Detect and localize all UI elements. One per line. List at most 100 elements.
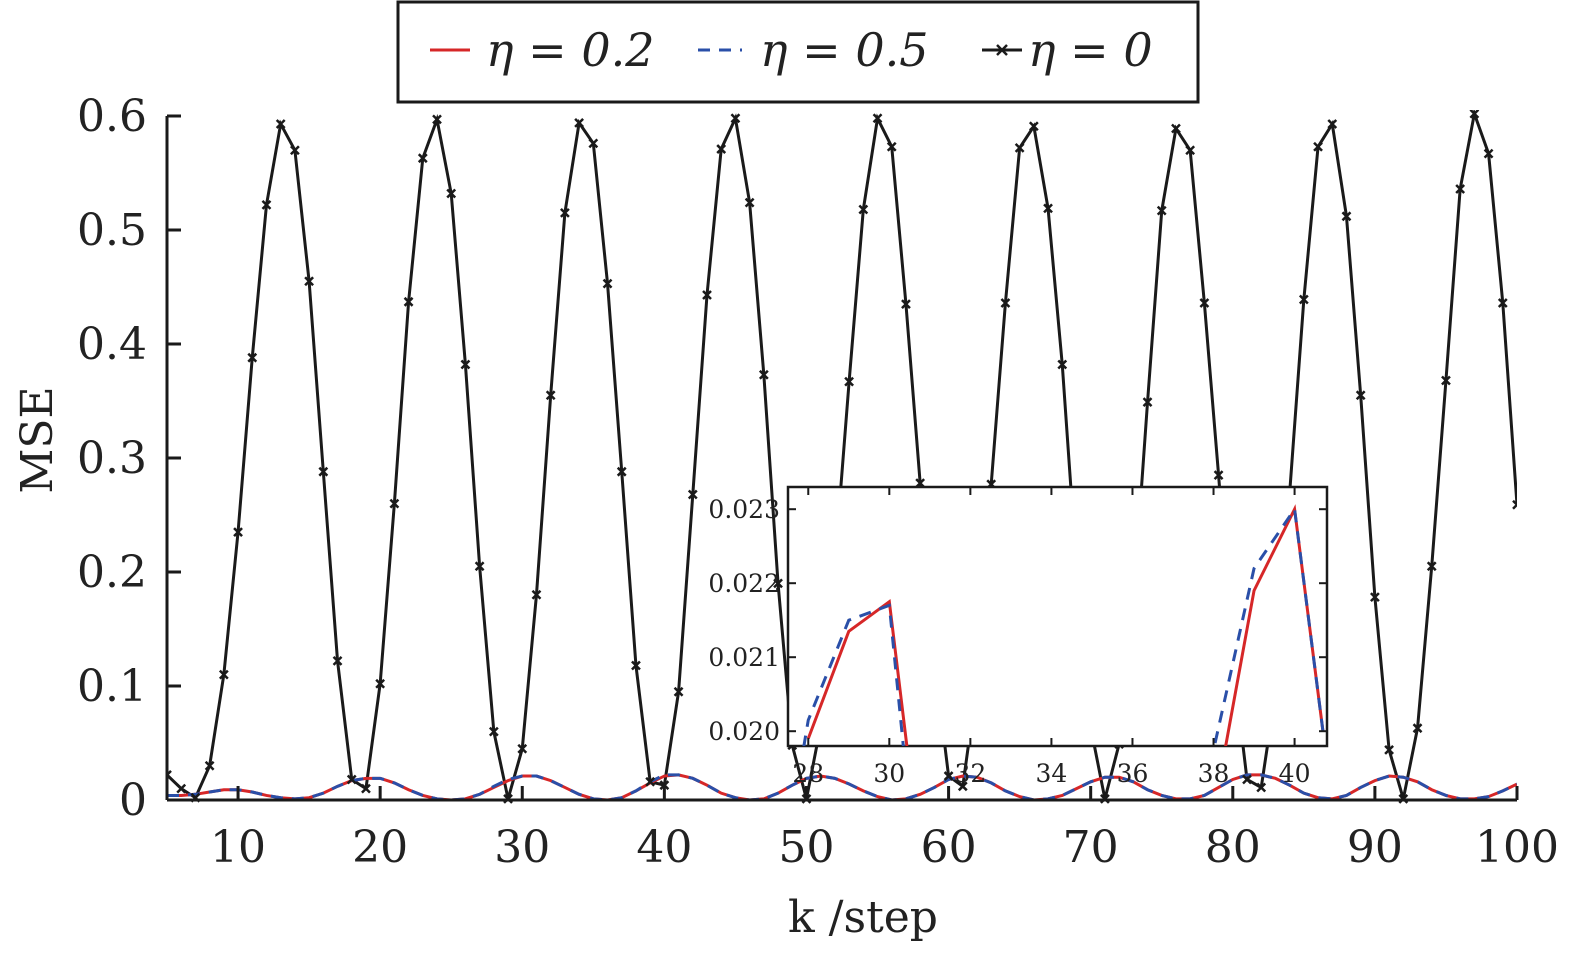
x-tick-label: 90 — [1347, 822, 1403, 873]
point-eta-0 — [886, 141, 897, 152]
x-tick-label: 20 — [352, 822, 408, 873]
point-eta-0 — [560, 208, 570, 218]
y-axis-label: MSE — [12, 386, 63, 493]
point-eta-0 — [261, 200, 272, 210]
series-line-eta-0 — [167, 110, 1517, 800]
y-tick-label: 0.5 — [77, 205, 147, 256]
x-tick-label: 30 — [494, 822, 550, 873]
point-eta-0 — [1483, 148, 1494, 159]
point-eta-0 — [545, 390, 556, 401]
y-tick-label: 0 — [119, 775, 147, 826]
main-axes: 0 0.1 0.2 0.3 0.4 0.5 0.6 10 20 30 40 50 60 70 80 90 100 — [77, 91, 1559, 873]
point-eta-0 — [915, 478, 926, 488]
y-tick-label: 0.2 — [77, 547, 147, 598]
series-line-eta-0-2 — [167, 773, 1517, 802]
x-axis-label: k /step — [788, 892, 938, 943]
point-eta-0 — [1426, 561, 1437, 572]
inset-line-eta-0-2 — [806, 504, 1325, 746]
point-eta-0 — [773, 578, 783, 589]
point-eta-0 — [1327, 119, 1338, 129]
point-eta-0 — [1014, 143, 1025, 153]
inset-frame — [786, 485, 1329, 748]
point-eta-0 — [872, 113, 883, 124]
point-eta-0 — [247, 352, 258, 363]
point-eta-0 — [588, 138, 599, 149]
x-tick-label: 80 — [1205, 822, 1261, 873]
point-eta-0 — [1455, 184, 1466, 194]
point-eta-0 — [602, 278, 613, 289]
point-eta-0 — [858, 204, 869, 215]
point-eta-0 — [1341, 211, 1352, 222]
point-eta-0 — [687, 489, 698, 500]
point-eta-0 — [1057, 359, 1068, 370]
point-eta-0 — [318, 466, 329, 477]
point-eta-0 — [1142, 397, 1153, 408]
point-eta-0 — [1370, 592, 1380, 602]
inset-y-tick-label: 0.023 — [708, 495, 780, 524]
point-eta-0 — [957, 781, 968, 792]
point-eta-0 — [716, 144, 727, 154]
inset-y-tick-label: 0.022 — [708, 569, 780, 598]
inset-x-tick-label: 36 — [1117, 759, 1149, 788]
legend-label-eta-0-2: η = 0.2 — [486, 23, 655, 77]
point-eta-0 — [403, 296, 414, 307]
point-eta-0 — [744, 197, 755, 208]
point-eta-0 — [304, 276, 314, 287]
inset-x-tick-label: 28 — [792, 759, 824, 788]
inset-x-tick-label: 30 — [873, 759, 905, 788]
point-eta-0 — [176, 783, 187, 794]
point-eta-0 — [1512, 499, 1517, 510]
point-eta-0 — [332, 656, 343, 666]
point-eta-0 — [1313, 141, 1323, 152]
point-eta-0 — [702, 290, 712, 300]
inset-x-tick-label: 40 — [1279, 759, 1311, 788]
legend-box — [396, 0, 1200, 104]
point-eta-0 — [1242, 774, 1252, 785]
point-eta-0 — [1028, 121, 1039, 132]
legend: η = 0.2 η = 0.5 η = 0 — [396, 0, 1200, 104]
point-eta-0 — [432, 114, 442, 125]
point-eta-0 — [1043, 203, 1053, 214]
point-eta-0 — [290, 145, 300, 156]
point-eta-0 — [1185, 145, 1196, 156]
point-eta-0 — [389, 498, 400, 509]
y-tick-label: 0.3 — [77, 433, 147, 484]
point-eta-0 — [616, 466, 627, 477]
point-eta-0 — [1171, 123, 1181, 134]
point-eta-0 — [375, 678, 386, 689]
point-eta-0 — [275, 119, 286, 129]
point-eta-0 — [631, 660, 641, 671]
point-eta-0 — [730, 113, 741, 124]
point-eta-0 — [1000, 298, 1011, 308]
point-eta-0 — [758, 369, 769, 380]
legend-marker-x — [996, 44, 1008, 56]
point-eta-0 — [218, 669, 229, 680]
point-eta-0 — [901, 299, 911, 309]
point-eta-0 — [361, 783, 371, 794]
x-tick-label: 50 — [778, 822, 834, 873]
point-eta-0 — [517, 743, 528, 754]
inset-lines — [802, 504, 1325, 746]
point-eta-0 — [645, 776, 656, 787]
inset-x-tick-label: 38 — [1198, 759, 1230, 788]
point-eta-0 — [673, 686, 684, 697]
point-eta-0 — [1256, 782, 1267, 793]
x-tick-label: 100 — [1475, 822, 1559, 873]
point-eta-0 — [167, 770, 172, 780]
point-eta-0 — [474, 561, 485, 572]
point-eta-0 — [417, 153, 428, 164]
y-tick-label: 0.6 — [77, 91, 147, 142]
y-tick-label: 0.4 — [77, 319, 147, 370]
legend-label-eta-0: η = 0 — [1028, 23, 1153, 77]
point-eta-0 — [1156, 205, 1167, 216]
inset-x-tick-label: 32 — [954, 759, 986, 788]
point-eta-0 — [1384, 744, 1394, 755]
inset-y-tick-label: 0.021 — [708, 643, 780, 672]
legend-label-eta-0-5: η = 0.5 — [760, 23, 929, 77]
point-eta-0 — [1497, 298, 1508, 308]
inset-plot: 0.020 0.021 0.022 0.023 28 30 32 34 36 38 40 — [708, 485, 1329, 788]
point-eta-0 — [1412, 723, 1423, 734]
inset-line-eta-0-5 — [802, 505, 1325, 746]
point-eta-0 — [488, 726, 499, 737]
